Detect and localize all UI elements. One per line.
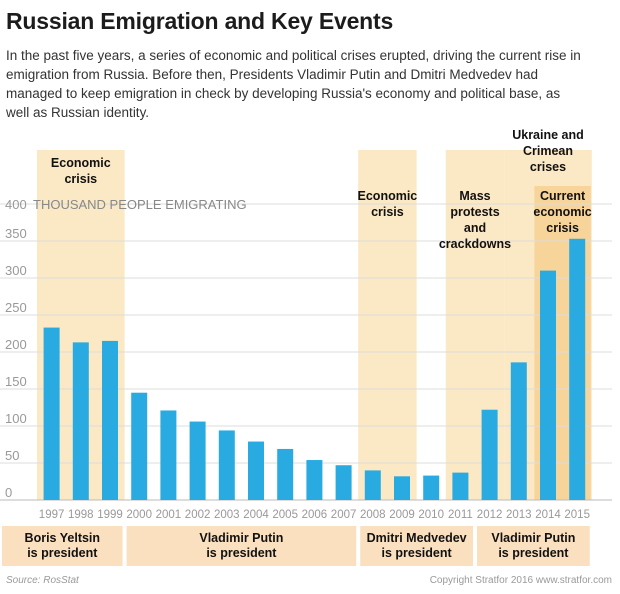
president-label-1-line-0: Vladimir Putin bbox=[199, 531, 283, 545]
source-note: Source: RosStat bbox=[6, 575, 79, 586]
chart-subtitle: In the past five years, a series of econ… bbox=[6, 48, 581, 120]
president-band-1 bbox=[126, 526, 357, 566]
x-tick-label-2012: 2012 bbox=[477, 509, 503, 521]
y-axis-ticks: 0 50 100 150 200 250 300 350 400 bbox=[5, 197, 27, 500]
x-tick-label-2014: 2014 bbox=[535, 509, 561, 521]
y-tick-label-400: 400 bbox=[5, 197, 27, 212]
event-label-4-line-0: Current bbox=[540, 189, 586, 203]
event-label-3-line-0: Ukraine and bbox=[512, 128, 584, 142]
y-tick-label-300: 300 bbox=[5, 263, 27, 278]
bar-2000 bbox=[131, 392, 148, 500]
president-label-0-line-1: is president bbox=[27, 546, 98, 560]
event-label-2-line-3: crackdowns bbox=[439, 237, 511, 251]
y-tick-label-150: 150 bbox=[5, 374, 27, 389]
event-label-0-line-0: Economic bbox=[51, 156, 111, 170]
event-label-3-line-1: Crimean bbox=[523, 144, 573, 158]
x-tick-label-1997: 1997 bbox=[39, 509, 65, 521]
bar-2011 bbox=[452, 472, 469, 500]
event-label-2-line-2: and bbox=[464, 221, 486, 235]
event-label-1-line-0: Economic bbox=[358, 189, 418, 203]
president-label-2-line-0: Dmitri Medvedev bbox=[367, 531, 467, 545]
x-tick-label-2010: 2010 bbox=[418, 509, 444, 521]
bar-2010 bbox=[423, 475, 440, 500]
bar-2009 bbox=[394, 476, 410, 500]
bar-2006 bbox=[306, 460, 323, 500]
bar-2012 bbox=[481, 409, 498, 500]
president-band-2 bbox=[360, 526, 473, 566]
president-label-0-line-0: Boris Yeltsin bbox=[25, 531, 101, 545]
bars bbox=[43, 238, 586, 500]
x-tick-label-1999: 1999 bbox=[97, 509, 123, 521]
bar-1999 bbox=[102, 340, 118, 500]
x-tick-label-2007: 2007 bbox=[331, 509, 357, 521]
event-label-4-line-2: crisis bbox=[546, 221, 579, 235]
x-tick-label-2003: 2003 bbox=[214, 509, 240, 521]
chart-title: Russian Emigration and Key Events bbox=[6, 8, 394, 34]
president-band-0 bbox=[2, 526, 123, 566]
event-label-0-line-1: crisis bbox=[64, 172, 97, 186]
event-label-2-line-0: Mass bbox=[459, 189, 490, 203]
x-tick-label-2009: 2009 bbox=[389, 509, 415, 521]
bar-2005 bbox=[277, 448, 294, 500]
bar-1997 bbox=[43, 327, 60, 500]
event-label-1-line-1: crisis bbox=[371, 205, 404, 219]
x-tick-label-2015: 2015 bbox=[564, 509, 590, 521]
bar-2003 bbox=[218, 430, 235, 500]
bar-1998 bbox=[72, 342, 89, 500]
bar-2013 bbox=[510, 362, 527, 500]
y-tick-label-250: 250 bbox=[5, 300, 27, 315]
event-label-2-line-1: protests bbox=[450, 205, 499, 219]
event-label-3-line-2: crises bbox=[530, 160, 566, 174]
y-tick-label-100: 100 bbox=[5, 411, 27, 426]
y-tick-label-50: 50 bbox=[5, 448, 19, 463]
bar-2007 bbox=[335, 465, 352, 500]
y-tick-label-0: 0 bbox=[5, 485, 12, 500]
event-band-1 bbox=[358, 150, 417, 500]
bar-2004 bbox=[248, 441, 264, 500]
event-label-4-line-1: economic bbox=[533, 205, 591, 219]
bar-2002 bbox=[189, 421, 206, 500]
x-tick-label-2004: 2004 bbox=[243, 509, 269, 521]
x-tick-label-2013: 2013 bbox=[506, 509, 532, 521]
x-tick-label-1998: 1998 bbox=[68, 509, 94, 521]
bar-2014 bbox=[540, 270, 556, 500]
x-tick-label-2006: 2006 bbox=[302, 509, 328, 521]
x-axis-ticks: 1997 1998 1999 2000 2001 2002 2003 2004 2005 2006… bbox=[39, 509, 590, 521]
president-label-3-line-1: is president bbox=[498, 546, 569, 560]
bar-2008 bbox=[364, 470, 381, 500]
event-labels: Economic crisis Economic crisis Mass protests… bbox=[51, 128, 592, 251]
president-label-1-line-1: is president bbox=[206, 546, 277, 560]
x-tick-label-2001: 2001 bbox=[156, 509, 182, 521]
x-tick-label-2011: 2011 bbox=[448, 509, 473, 521]
president-label-3-line-0: Vladimir Putin bbox=[491, 531, 575, 545]
y-axis-unit-label: THOUSAND PEOPLE EMIGRATING bbox=[33, 197, 247, 212]
copyright-note: Copyright Stratfor 2016 www.stratfor.com bbox=[429, 575, 612, 586]
president-band-3 bbox=[477, 526, 590, 566]
x-tick-label-2002: 2002 bbox=[185, 509, 211, 521]
bar-2015 bbox=[569, 238, 586, 500]
x-tick-label-2005: 2005 bbox=[272, 509, 298, 521]
x-tick-label-2008: 2008 bbox=[360, 509, 386, 521]
bar-2001 bbox=[160, 410, 177, 500]
y-tick-label-350: 350 bbox=[5, 226, 27, 241]
president-label-2-line-1: is president bbox=[382, 546, 453, 560]
y-tick-label-200: 200 bbox=[5, 337, 27, 352]
x-tick-label-2000: 2000 bbox=[126, 509, 152, 521]
